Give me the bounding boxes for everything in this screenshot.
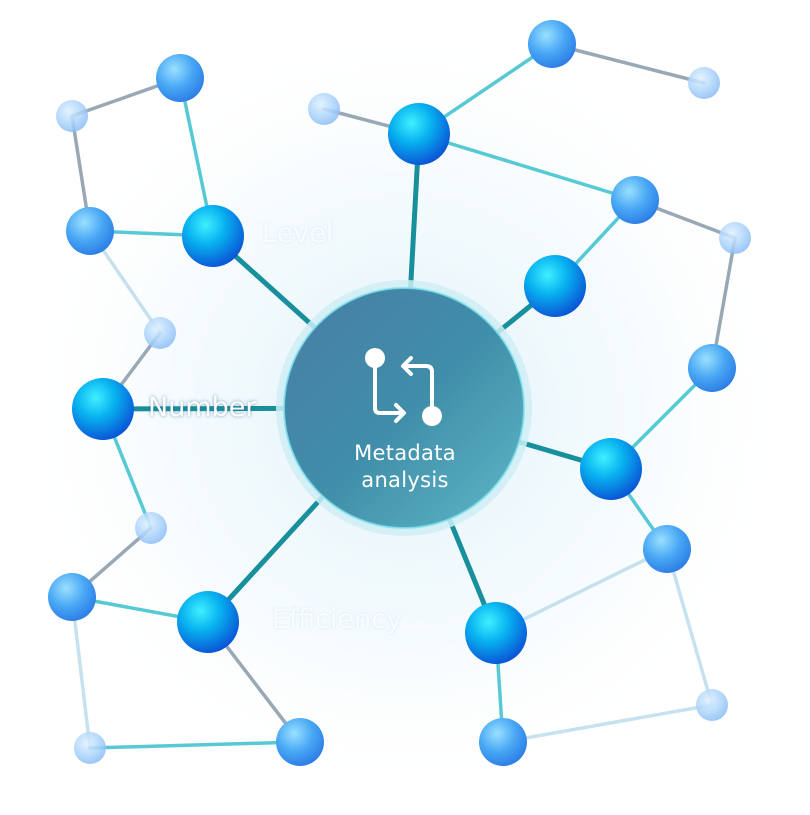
minor-node [156, 54, 204, 102]
network-link [501, 703, 714, 744]
branch-label-number: Number [148, 392, 257, 423]
minor-node [528, 20, 576, 68]
network-link [88, 740, 302, 750]
faint-node [135, 512, 167, 544]
network-link [417, 132, 637, 202]
faint-node [56, 100, 88, 132]
network-link [550, 42, 706, 85]
network-link [665, 547, 714, 707]
branch-dot-icon [422, 406, 442, 426]
minor-node [48, 573, 96, 621]
major-node [388, 103, 450, 165]
minor-node [66, 207, 114, 255]
faint-node [308, 93, 340, 125]
major-node [524, 255, 586, 317]
minor-node [688, 344, 736, 392]
minor-node [643, 525, 691, 573]
major-node [465, 602, 527, 664]
git-pull-request-icon [373, 356, 434, 423]
faint-node [719, 222, 751, 254]
network-link [494, 547, 669, 635]
faint-node [144, 317, 176, 349]
branch-dot-icon [365, 348, 385, 368]
hub-circle [284, 288, 524, 528]
major-node [580, 438, 642, 500]
faint-node [688, 67, 720, 99]
major-node [177, 591, 239, 653]
faint-node [74, 732, 106, 764]
hub-rim [283, 287, 525, 529]
center-label-line1: Metadata [354, 441, 456, 465]
major-node [182, 205, 244, 267]
minor-node [276, 718, 324, 766]
center-hub-label: Metadata analysis [300, 440, 510, 494]
center-label-line2: analysis [361, 468, 449, 492]
faint-node [696, 689, 728, 721]
minor-node [611, 176, 659, 224]
minor-node [479, 718, 527, 766]
branch-label-efficiency: Efficiency [272, 604, 403, 635]
branch-label-level: Level [262, 218, 334, 249]
network-link [70, 595, 92, 750]
major-node [72, 378, 134, 440]
